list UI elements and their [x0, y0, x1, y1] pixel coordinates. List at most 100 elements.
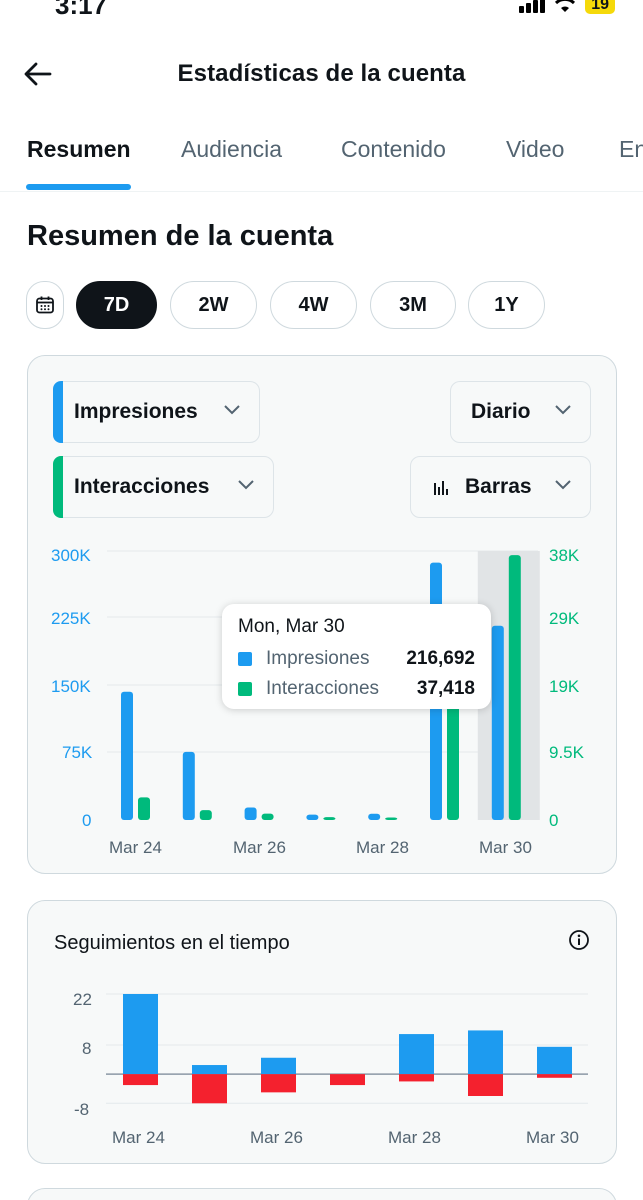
bar-interacciones: [138, 797, 150, 820]
interval-label: Diario: [471, 400, 531, 423]
tab-audiencia[interactable]: Audiencia: [181, 136, 283, 162]
bar-interacciones: [261, 813, 274, 820]
chart-type-label: Barras: [465, 475, 532, 498]
follows-y-tick: 8: [82, 1039, 92, 1058]
bar-interacciones: [199, 810, 212, 820]
follows-y-tick: 22: [73, 990, 92, 1009]
tooltip-date: Mon, Mar 30: [238, 616, 345, 637]
left-axis-tick: 75K: [62, 743, 93, 762]
right-axis-tick: 38K: [549, 546, 580, 565]
chart-type-selector[interactable]: Barras: [410, 456, 591, 518]
tooltip-label: Interacciones: [266, 678, 380, 699]
chevron-down-icon: [555, 480, 571, 490]
legend-swatch: [238, 652, 252, 666]
x-axis-tick: Mar 30: [479, 838, 532, 857]
bar-interacciones: [385, 817, 398, 820]
left-axis-tick: 150K: [51, 677, 91, 696]
metric2-selector[interactable]: Interacciones: [53, 456, 274, 518]
tab-video[interactable]: Video: [506, 136, 565, 162]
signal-icon: [519, 0, 546, 13]
bar-chart-icon: [434, 481, 448, 495]
tab-bar: Resumen Audiencia Contenido Video En: [0, 128, 643, 192]
bar-impresiones: [182, 751, 195, 820]
tab-resumen[interactable]: Resumen: [27, 136, 131, 162]
x-axis-tick: Mar 24: [109, 838, 162, 857]
tab-contenido[interactable]: Contenido: [341, 136, 446, 162]
follows-x-tick: Mar 28: [388, 1128, 441, 1147]
bar-positive: [537, 1046, 572, 1075]
follows-x-tick: Mar 30: [526, 1128, 579, 1147]
interval-selector[interactable]: Diario: [450, 381, 591, 443]
range-4w[interactable]: 4W: [270, 281, 357, 329]
bar-impresiones: [491, 625, 504, 820]
bar-negative: [261, 1074, 296, 1093]
status-time: 3:17: [55, 0, 108, 20]
metric1-label: Impresiones: [74, 400, 198, 423]
tooltip-value: 37,418: [416, 678, 475, 699]
metric2-color-marker: [53, 456, 63, 518]
chevron-down-icon: [224, 405, 240, 415]
left-axis-tick: 225K: [51, 609, 91, 628]
bar-positive: [468, 1030, 503, 1075]
left-axis-tick: 0: [82, 811, 92, 830]
right-axis-tick: 19K: [549, 677, 580, 696]
info-icon[interactable]: [568, 929, 590, 951]
legend-swatch: [238, 682, 252, 696]
bar-impresiones: [244, 807, 257, 820]
follows-chart-title: Seguimientos en el tiempo: [54, 932, 290, 954]
tab-more[interactable]: En: [619, 136, 643, 162]
next-card: [27, 1188, 617, 1200]
status-bar: 3:17 19: [0, 0, 643, 20]
range-3m[interactable]: 3M: [370, 281, 456, 329]
x-axis-tick: Mar 26: [233, 838, 286, 857]
bar-impresiones: [306, 814, 319, 820]
bar-impresiones: [121, 691, 133, 820]
follows-x-tick: Mar 26: [250, 1128, 303, 1147]
bar-negative: [399, 1074, 434, 1082]
bar-negative: [468, 1074, 503, 1096]
tab-indicator: [26, 184, 131, 190]
page-title: Estadísticas de la cuenta: [177, 60, 466, 87]
arrow-left-icon: [24, 62, 52, 86]
follows-x-tick: Mar 24: [112, 1128, 165, 1147]
bar-negative: [192, 1074, 227, 1104]
status-icons: 19: [519, 0, 615, 14]
metric1-color-marker: [53, 381, 63, 443]
bar-positive: [123, 994, 158, 1075]
wifi-icon: [555, 0, 576, 12]
tooltip-row-impresiones: Impresiones: [238, 648, 370, 670]
bar-interacciones: [508, 555, 521, 820]
range-7d[interactable]: 7D: [76, 281, 157, 329]
bar-negative: [330, 1074, 365, 1086]
range-2w[interactable]: 2W: [170, 281, 257, 329]
bar-negative: [123, 1074, 158, 1086]
battery-indicator: 19: [585, 0, 615, 14]
tooltip-label: Impresiones: [266, 648, 370, 669]
right-axis-tick: 29K: [549, 609, 580, 628]
right-axis-tick: 0: [549, 811, 559, 830]
bar-positive: [192, 1065, 227, 1075]
back-button[interactable]: [18, 54, 58, 94]
bar-impresiones: [368, 813, 381, 820]
tooltip-row-interacciones: Interacciones: [238, 678, 379, 700]
chevron-down-icon: [555, 405, 571, 415]
section-title: Resumen de la cuenta: [27, 220, 334, 252]
app-header: Estadísticas de la cuenta: [0, 46, 643, 104]
right-axis-tick: 9.5K: [549, 743, 584, 762]
bar-interacciones: [323, 817, 336, 820]
x-axis-tick: Mar 28: [356, 838, 409, 857]
chart-tooltip: Mon, Mar 30 Impresiones 216,692 Interacc…: [222, 604, 491, 709]
bar-positive: [261, 1057, 296, 1075]
chevron-down-icon: [238, 480, 254, 490]
metric1-selector[interactable]: Impresiones: [53, 381, 260, 443]
range-1y[interactable]: 1Y: [468, 281, 545, 329]
calendar-button[interactable]: [26, 281, 64, 329]
bar-positive: [399, 1034, 434, 1075]
follows-y-tick: -8: [74, 1100, 90, 1119]
calendar-icon: [36, 296, 54, 314]
bar-negative: [537, 1074, 572, 1078]
metric2-label: Interacciones: [74, 475, 210, 498]
tooltip-value: 216,692: [406, 648, 475, 669]
left-axis-tick: 300K: [51, 546, 91, 565]
